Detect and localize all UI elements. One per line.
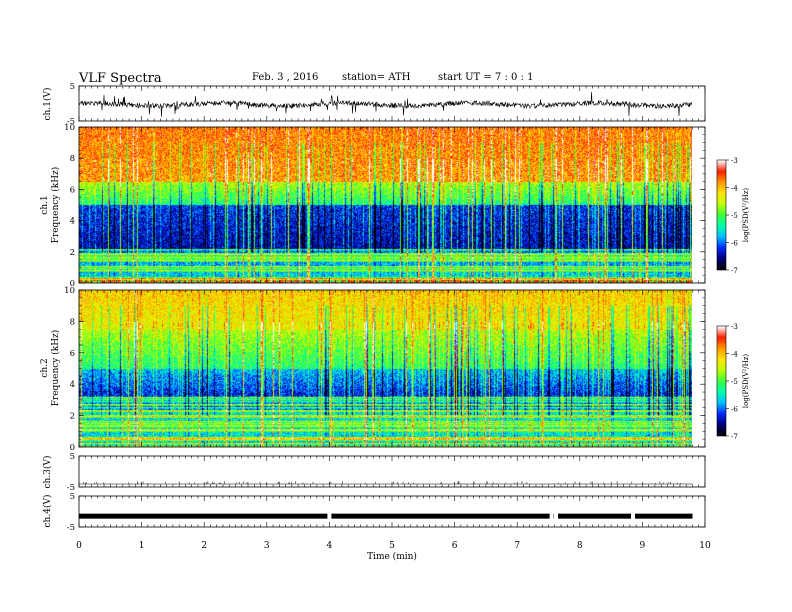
colorbar-label-1: log(PSD(V²/Hz) [742, 188, 750, 243]
x-tick-label: 2 [201, 541, 207, 551]
y-tick-label: 0 [70, 443, 75, 453]
colorbar-label-2: log(PSD(V²/Hz) [742, 354, 750, 409]
ch3-ylabel: ch.3(V) [42, 456, 53, 489]
colorbar-tick-label: -3 [731, 323, 738, 331]
colorbar-tick-label: -7 [731, 433, 738, 441]
x-tick-label: 5 [389, 541, 395, 551]
start-time-label: start UT = 7 : 0 : 1 [438, 72, 534, 83]
ch4-waveform-segment [331, 513, 550, 519]
colorbar-tick-label: -4 [731, 185, 738, 193]
y-tick-label: 10 [64, 123, 75, 133]
ch4-waveform-segment [79, 513, 328, 519]
colorbar-tick-label: -6 [731, 240, 738, 248]
ch2-spec-ylabel-2: Frequency (kHz) [50, 330, 61, 407]
ch1-spec-ylabel-2: Frequency (kHz) [50, 167, 61, 244]
x-tick-label: 7 [514, 541, 520, 551]
ch4-waveform-segment [558, 513, 632, 519]
ch1-spec-ylabel-1: ch.1 [40, 195, 50, 214]
y-tick-label: 2 [70, 248, 75, 258]
chart-title: VLF Spectra [79, 71, 162, 86]
y-tick-label: 2 [70, 412, 75, 422]
x-tick-label: 9 [640, 541, 646, 551]
x-tick-label: 6 [452, 541, 458, 551]
x-tick-label: 8 [577, 541, 583, 551]
y-tick-label: 5 [70, 82, 75, 92]
ch1-ylabel: ch.1(V) [42, 88, 53, 121]
ch1-waveform-line [78, 91, 693, 117]
y-tick-label: 5 [70, 452, 75, 462]
ch4-waveform-segment [635, 513, 693, 519]
y-tick-label: 10 [64, 286, 75, 296]
y-tick-label: 6 [70, 185, 75, 195]
spectrogram-image-1 [79, 127, 692, 283]
y-tick-label: 6 [70, 349, 75, 359]
x-tick-label: 0 [76, 541, 82, 551]
colorbar-tick-label: -7 [731, 267, 738, 275]
ch2-spec-ylabel-1: ch.2 [40, 358, 50, 377]
colorbar-tick-label: -4 [731, 351, 738, 359]
y-tick-label: 4 [70, 380, 75, 390]
x-tick-label: 10 [699, 541, 711, 551]
station-label: station= ATH [342, 72, 411, 83]
colorbar-2 [717, 326, 726, 436]
date-label: Feb. 3 , 2016 [252, 72, 319, 83]
y-tick-label: 5 [70, 492, 75, 502]
x-axis-label: Time (min) [367, 551, 417, 562]
y-tick-label: 8 [70, 317, 75, 327]
colorbar-tick-label: -6 [731, 406, 738, 414]
y-tick-label: -5 [67, 117, 75, 127]
colorbar-tick-label: -3 [731, 157, 738, 165]
x-tick-label: 1 [139, 541, 145, 551]
y-tick-label: -5 [67, 483, 75, 493]
y-tick-label: 8 [70, 154, 75, 164]
x-tick-label: 4 [327, 541, 333, 551]
y-tick-label: -5 [67, 523, 75, 533]
colorbar-tick-label: -5 [731, 378, 738, 386]
x-tick-label: 3 [264, 541, 270, 551]
y-tick-label: 4 [70, 217, 75, 227]
spectrogram-image-2 [79, 290, 692, 447]
colorbar-1 [717, 160, 726, 270]
y-tick-label: 0 [70, 279, 75, 289]
colorbar-tick-label: -5 [731, 212, 738, 220]
ch4-ylabel: ch.4(V) [42, 495, 53, 528]
